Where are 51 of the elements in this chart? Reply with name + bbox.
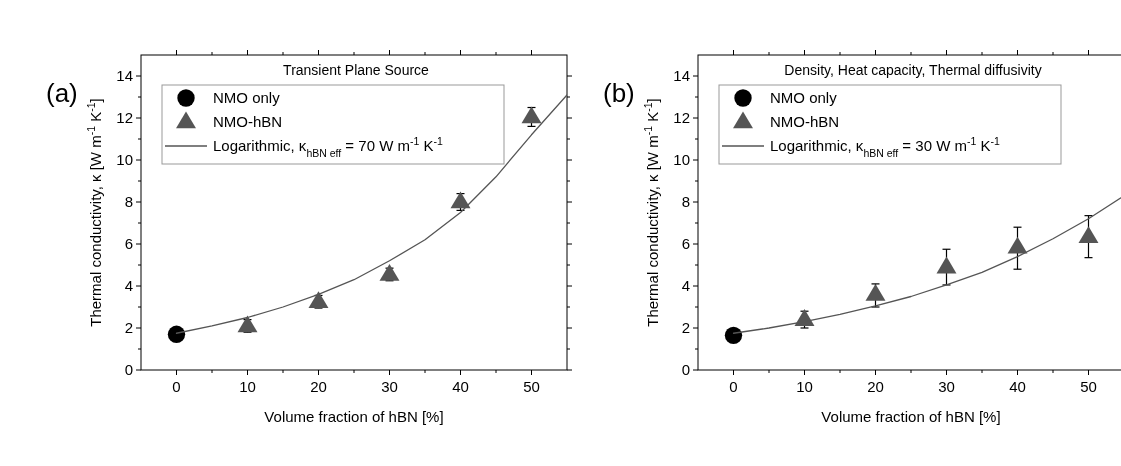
point: [865, 283, 886, 301]
text: (a): [46, 78, 78, 108]
point: [521, 106, 542, 124]
y-tick-label: 4: [124, 277, 133, 294]
y-tick-label: 14: [116, 67, 133, 84]
legend-label: NMO-hBN: [770, 113, 840, 130]
x-axis-title: Volume fraction of hBN [%]: [264, 408, 444, 425]
legend-label: NMO-hBN: [213, 113, 283, 130]
text: Transient Plane Source: [283, 62, 430, 78]
text: (b): [603, 78, 635, 108]
y-tick-label: 0: [681, 361, 690, 378]
point: [936, 256, 957, 274]
x-tick-label: 20: [867, 378, 884, 395]
x-tick-label: 40: [452, 378, 469, 395]
y-tick-label: 8: [681, 193, 690, 210]
point: [1078, 226, 1099, 243]
x-tick-label: 0: [729, 378, 738, 395]
y-tick-label: 6: [124, 235, 133, 252]
point: [450, 191, 471, 209]
x-tick-label: 40: [1009, 378, 1026, 395]
y-tick-label: 8: [124, 193, 133, 210]
legend-label: NMO only: [770, 89, 838, 106]
y-tick-label: 2: [124, 319, 133, 336]
y-tick-label: 6: [681, 235, 690, 252]
x-tick-label: 10: [796, 378, 813, 395]
y-tick-label: 10: [673, 151, 690, 168]
legend-label: NMO only: [213, 89, 281, 106]
y-tick-label: 10: [116, 151, 133, 168]
point: [379, 263, 400, 281]
point: [1007, 236, 1028, 254]
point: [794, 309, 815, 326]
legend-label: Logarithmic, κ$_{hBN eff}$ = 70 W m$^{-1}$ K$^{-1}$: [213, 135, 444, 159]
x-tick-label: 0: [172, 378, 181, 395]
point: [237, 315, 258, 333]
x-tick-label: 30: [938, 378, 955, 395]
text: Density, Heat capacity, Thermal diffusivity: [784, 62, 1042, 78]
y-tick-label: 12: [673, 109, 690, 126]
x-tick-label: 50: [1080, 378, 1097, 395]
y-tick-label: 2: [681, 319, 690, 336]
legend-label: Logarithmic, κ$_{hBN eff}$ = 30 W m$^{-1}$ K$^{-1}$: [770, 135, 1001, 159]
x-tick-label: 30: [381, 378, 398, 395]
point: [308, 291, 329, 309]
y-tick-label: 4: [681, 277, 690, 294]
x-tick-label: 50: [523, 378, 540, 395]
y-tick-label: 12: [116, 109, 133, 126]
point: [167, 325, 186, 343]
x-tick-label: 20: [310, 378, 327, 395]
y-tick-label: 14: [673, 67, 690, 84]
x-tick-label: 10: [239, 378, 256, 395]
y-tick-label: 0: [124, 361, 133, 378]
x-axis-title: Volume fraction of hBN [%]: [821, 408, 1001, 425]
